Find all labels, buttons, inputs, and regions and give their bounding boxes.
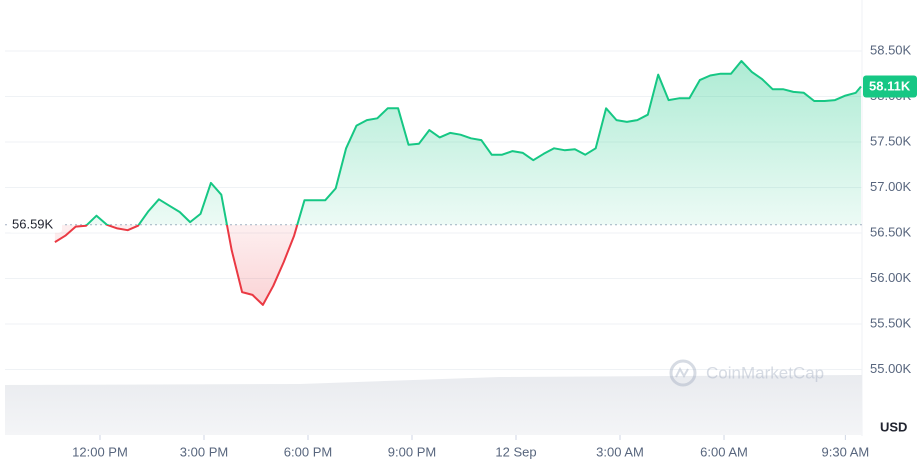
x-tick-label: 9:00 PM <box>388 444 436 459</box>
watermark-text: CoinMarketCap <box>706 363 824 382</box>
baseline-label: 56.59K <box>12 217 54 232</box>
x-tick-label: 6:00 AM <box>700 444 748 459</box>
volume-area <box>5 375 862 435</box>
x-tick-label: 9:30 AM <box>822 444 870 459</box>
x-tick-label: 12:00 PM <box>72 444 128 459</box>
y-tick-label: 58.50K <box>870 42 912 57</box>
currency-label: USD <box>880 419 907 434</box>
x-tick-label: 12 Sep <box>495 444 536 459</box>
x-tick-label: 3:00 PM <box>180 444 228 459</box>
current-price-label: 58.11K <box>869 78 911 93</box>
y-tick-label: 57.00K <box>870 179 912 194</box>
watermark: CoinMarketCap <box>669 359 824 387</box>
current-price-badge <box>863 75 917 98</box>
area <box>54 61 861 305</box>
price-line <box>54 60 862 306</box>
y-tick-label: 55.50K <box>870 315 912 330</box>
y-tick-label: 56.50K <box>870 224 912 239</box>
x-tick-label: 3:00 AM <box>596 444 644 459</box>
y-tick-label: 55.00K <box>870 361 912 376</box>
y-tick-label: 56.00K <box>870 270 912 285</box>
baseline-label-bg <box>8 214 62 233</box>
x-tick-label: 6:00 PM <box>284 444 332 459</box>
y-tick-label: 57.50K <box>870 133 912 148</box>
